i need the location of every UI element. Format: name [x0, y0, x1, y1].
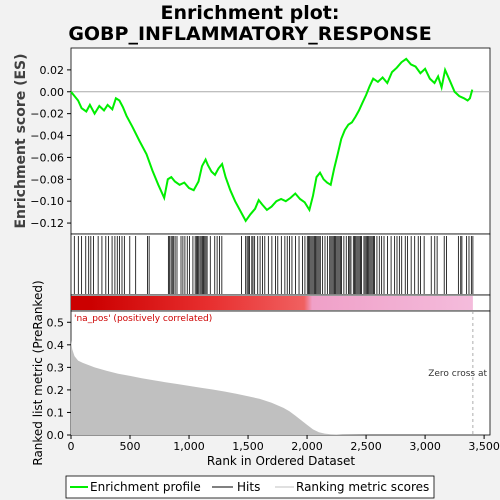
- metric-y-label: Ranked list metric (PreRanked): [31, 280, 45, 465]
- metric-y-tick-label: 0.1: [47, 406, 65, 419]
- es-panel: [70, 47, 491, 235]
- metric-x-tick-label: 2,000: [291, 440, 323, 453]
- legend-hits-label: Hits: [237, 480, 260, 494]
- es-y-tick-label: 0.00: [40, 86, 65, 99]
- metric-x-tick-label: 1,500: [232, 440, 264, 453]
- metric-x-tick-label: 2,500: [350, 440, 382, 453]
- legend-box: [65, 475, 435, 499]
- legend-ranking-label: Ranking metric scores: [296, 480, 429, 494]
- metric-x-tick-label: 3,500: [468, 440, 500, 453]
- es-y-tick-label: −0.06: [30, 151, 64, 164]
- hits-panel: [70, 233, 491, 296]
- metric-x-tick-label: 500: [120, 440, 141, 453]
- ranked-heat-bar: [71, 296, 473, 310]
- es-y-tick-label: −0.08: [30, 173, 64, 186]
- metric-y-axis: 0.0 0.1 0.2 0.3 0.4 0.5: [47, 316, 71, 442]
- es-y-tick-label: −0.12: [30, 217, 64, 230]
- legend-enrichment-label: Enrichment profile: [90, 480, 201, 494]
- hits-ticks: [73, 236, 474, 294]
- es-y-axis: 0.02 0.00 −0.02 −0.04 −0.06 −0.08 −0.10 −0.12: [30, 64, 71, 230]
- chart-title-line1: Enrichment plot:: [161, 2, 340, 24]
- metric-x-label: Rank in Ordered Dataset: [207, 454, 355, 468]
- metric-y-tick-label: 0.5: [47, 316, 65, 329]
- chart-title-line2: GOBP_INFLAMMATORY_RESPONSE: [68, 23, 431, 45]
- metric-y-tick-label: 0.4: [47, 339, 65, 352]
- metric-x-tick-label: 1,000: [173, 440, 205, 453]
- ranking-metric-area: [71, 340, 473, 435]
- metric-x-tick-label: 0: [68, 440, 75, 453]
- enrichment-profile-line: [70, 57, 474, 223]
- metric-x-axis: 0 500 1,000 1,500 2,000 2,500 3,000 3,500: [68, 435, 500, 453]
- metric-y-tick-label: 0.2: [47, 384, 65, 397]
- es-y-tick-label: −0.10: [30, 195, 64, 208]
- es-y-tick-label: −0.04: [30, 130, 64, 143]
- metric-y-tick-label: 0.3: [47, 361, 65, 374]
- es-y-tick-label: −0.02: [30, 108, 64, 121]
- metric-y-tick-label: 0.0: [47, 429, 65, 442]
- zero-cross-label: Zero cross at: [428, 369, 487, 379]
- metric-x-tick-label: 3,000: [409, 440, 441, 453]
- es-y-tick-label: 0.02: [40, 64, 65, 77]
- positive-correlation-label: 'na_pos' (positively correlated): [74, 314, 212, 324]
- es-y-label: Enrichment score (ES): [13, 53, 29, 228]
